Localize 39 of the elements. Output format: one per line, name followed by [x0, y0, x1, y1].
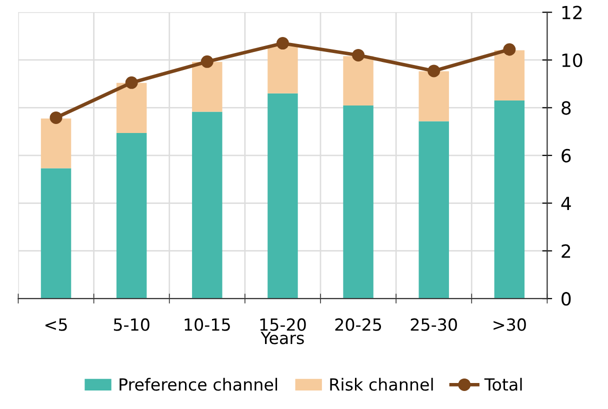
bar	[418, 71, 449, 122]
bar	[268, 93, 298, 299]
bar	[494, 50, 525, 101]
x-tick-label: 20-25	[335, 318, 382, 331]
point	[276, 37, 289, 50]
bar	[40, 168, 72, 299]
y-tick-label: 0	[562, 292, 571, 306]
y-tick-label: 2	[562, 244, 570, 258]
y-tick-label: 6	[562, 148, 571, 163]
y-tick-label: 12	[562, 6, 582, 20]
legend-label: Risk channel	[330, 378, 433, 391]
bar	[192, 112, 222, 299]
x-tick-label: <5	[46, 318, 67, 331]
bar	[116, 132, 147, 299]
bar	[116, 82, 147, 133]
x-axis-title: Years	[260, 332, 304, 344]
bar	[494, 100, 525, 299]
point	[428, 64, 440, 78]
y-tick-label: 10	[562, 53, 582, 68]
point	[503, 43, 516, 56]
legend-label: Total	[484, 378, 522, 391]
bar	[40, 118, 72, 168]
y-tick-label: 8	[562, 101, 571, 115]
y-tick-label: 4	[561, 196, 571, 210]
point	[125, 76, 138, 89]
bar	[192, 62, 222, 112]
x-tick-label: 10-15	[184, 318, 230, 331]
bar	[418, 121, 449, 299]
legend-label: Preference channel	[120, 378, 278, 391]
x-tick-label: >30	[494, 318, 526, 331]
bar	[343, 56, 374, 106]
point	[352, 48, 365, 62]
point	[50, 111, 62, 124]
point	[200, 55, 214, 68]
x-tick-label: 5-10	[114, 318, 150, 331]
x-tick-label: 25-30	[410, 318, 457, 331]
x-tick-label: 15-20	[260, 318, 306, 331]
bar	[343, 106, 374, 299]
bar	[268, 46, 298, 94]
